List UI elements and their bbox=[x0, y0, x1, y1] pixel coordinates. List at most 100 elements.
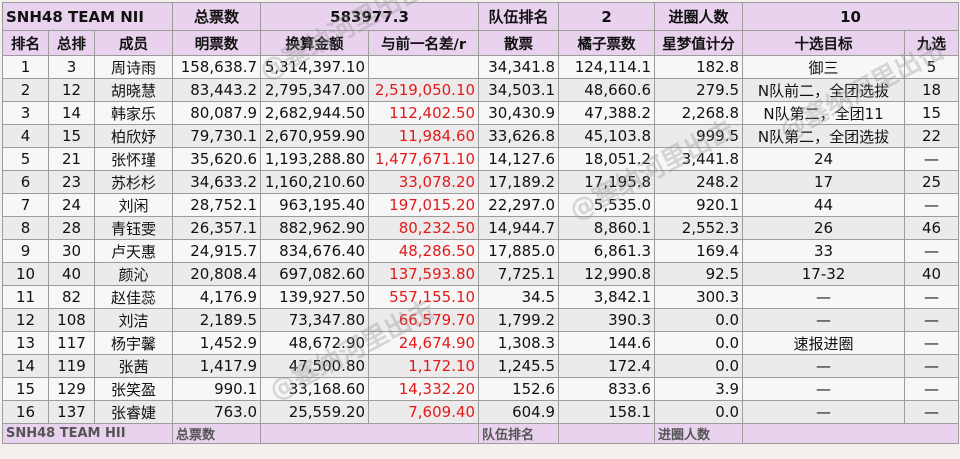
cell-converted-amount: 2,670,959.90 bbox=[260, 124, 370, 148]
cell-top-nine: 25 bbox=[904, 170, 960, 194]
cell-gap-to-previous: 2,519,050.10 bbox=[368, 78, 480, 102]
cell-overall-rank: 23 bbox=[48, 170, 95, 194]
cell-orange-votes: 6,861.3 bbox=[558, 239, 656, 263]
cell-star-value-score: 3.9 bbox=[654, 377, 744, 401]
cell-loose-votes: 17,189.2 bbox=[478, 170, 560, 194]
cell-orange-votes: 124,114.1 bbox=[558, 55, 656, 79]
cell-top-ten-target: — bbox=[742, 285, 906, 309]
cell-rank: 11 bbox=[2, 285, 49, 309]
cell-converted-amount: 47,500.80 bbox=[260, 354, 370, 378]
cell-star-value-score: 279.5 bbox=[654, 78, 744, 102]
col-header-overall-rank: 总排 bbox=[48, 30, 95, 56]
cell-open-votes: 35,620.6 bbox=[172, 147, 262, 171]
cell-star-value-score: 0.0 bbox=[654, 308, 744, 332]
col-header-loose-votes: 散票 bbox=[478, 30, 560, 56]
cell-orange-votes: 158.1 bbox=[558, 400, 656, 424]
cell-top-nine: — bbox=[904, 193, 960, 217]
cell-loose-votes: 1,308.3 bbox=[478, 331, 560, 355]
cell-top-nine: — bbox=[904, 377, 960, 401]
cell-top-ten-target: 17-32 bbox=[742, 262, 906, 286]
cell-top-nine: 46 bbox=[904, 216, 960, 240]
cell-star-value-score: 0.0 bbox=[654, 354, 744, 378]
cell-overall-rank: 28 bbox=[48, 216, 95, 240]
cell-member: 张怀瑾 bbox=[93, 147, 174, 171]
col-header-converted-amount: 换算金额 bbox=[260, 30, 370, 56]
team-name: SNH48 TEAM NII bbox=[1, 2, 174, 31]
cell-top-nine: 18 bbox=[904, 78, 960, 102]
cell-member: 赵佳蕊 bbox=[93, 285, 174, 309]
cell-star-value-score: 2,552.3 bbox=[654, 216, 744, 240]
cell-gap-to-previous: 1,172.10 bbox=[368, 354, 480, 378]
next-total-votes-label: 总票数 bbox=[172, 423, 262, 444]
cell-top-nine: — bbox=[904, 331, 960, 355]
cell-overall-rank: 40 bbox=[48, 262, 95, 286]
cell-orange-votes: 18,051.2 bbox=[558, 147, 656, 171]
cell-loose-votes: 34,503.1 bbox=[478, 78, 560, 102]
cell-open-votes: 28,752.1 bbox=[172, 193, 262, 217]
cell-converted-amount: 1,193,288.80 bbox=[260, 147, 370, 171]
cell-converted-amount: 73,347.80 bbox=[260, 308, 370, 332]
cell-top-nine: — bbox=[904, 354, 960, 378]
cell-open-votes: 80,087.9 bbox=[172, 101, 262, 125]
cell-top-ten-target: — bbox=[742, 308, 906, 332]
cell-member: 张睿婕 bbox=[93, 400, 174, 424]
cell-gap-to-previous: 33,078.20 bbox=[368, 170, 480, 194]
cell-member: 张笑盈 bbox=[93, 377, 174, 401]
cell-star-value-score: 182.8 bbox=[654, 55, 744, 79]
table-row: 11 82 赵佳蕊 4,176.9 139,927.50 557,155.10 34.5 3,… bbox=[2, 285, 960, 309]
cell-overall-rank: 3 bbox=[48, 55, 95, 79]
cell-overall-rank: 137 bbox=[48, 400, 95, 424]
table-row: 13 117 杨宇馨 1,452.9 48,672.90 24,674.90 1,308.3… bbox=[2, 331, 960, 355]
cell-loose-votes: 22,297.0 bbox=[478, 193, 560, 217]
cell-loose-votes: 34,341.8 bbox=[478, 55, 560, 79]
cell-open-votes: 1,417.9 bbox=[172, 354, 262, 378]
cell-converted-amount: 1,160,210.60 bbox=[260, 170, 370, 194]
cell-converted-amount: 882,962.90 bbox=[260, 216, 370, 240]
team-rank-value: 2 bbox=[558, 2, 656, 31]
cell-top-ten-target: 33 bbox=[742, 239, 906, 263]
cell-member: 柏欣妤 bbox=[93, 124, 174, 148]
cell-member: 卢天惠 bbox=[93, 239, 174, 263]
cell-star-value-score: 248.2 bbox=[654, 170, 744, 194]
cell-overall-rank: 15 bbox=[48, 124, 95, 148]
table-row: 7 24 刘闲 28,752.1 963,195.40 197,015.20 22,297.… bbox=[2, 193, 960, 217]
cell-loose-votes: 17,885.0 bbox=[478, 239, 560, 263]
team-rank-label: 队伍排名 bbox=[478, 2, 560, 31]
cell-open-votes: 26,357.1 bbox=[172, 216, 262, 240]
cell-gap-to-previous: 137,593.80 bbox=[368, 262, 480, 286]
cell-gap-to-previous: 66,579.70 bbox=[368, 308, 480, 332]
table-row: 3 14 韩家乐 80,087.9 2,682,944.50 112,402.50 30,4… bbox=[2, 101, 960, 125]
cell-converted-amount: 963,195.40 bbox=[260, 193, 370, 217]
cell-member: 杨宇馨 bbox=[93, 331, 174, 355]
col-header-orange-votes: 橘子票数 bbox=[558, 30, 656, 56]
cell-gap-to-previous: 1,477,671.10 bbox=[368, 147, 480, 171]
cell-rank: 15 bbox=[2, 377, 49, 401]
cell-top-ten-target: — bbox=[742, 400, 906, 424]
cell-star-value-score: 2,268.8 bbox=[654, 101, 744, 125]
cell-top-nine: 22 bbox=[904, 124, 960, 148]
cell-top-nine: 15 bbox=[904, 101, 960, 125]
cell-orange-votes: 17,195.8 bbox=[558, 170, 656, 194]
cell-top-nine: — bbox=[904, 239, 960, 263]
cell-gap-to-previous: 557,155.10 bbox=[368, 285, 480, 309]
total-votes-label: 总票数 bbox=[172, 2, 262, 31]
entered-count-label: 进圈人数 bbox=[654, 2, 744, 31]
cell-star-value-score: 3,441.8 bbox=[654, 147, 744, 171]
cell-rank: 6 bbox=[2, 170, 49, 194]
cell-overall-rank: 14 bbox=[48, 101, 95, 125]
cell-loose-votes: 34.5 bbox=[478, 285, 560, 309]
cell-open-votes: 79,730.1 bbox=[172, 124, 262, 148]
table-row: 10 40 颜沁 20,808.4 697,082.60 137,593.80 7,725.… bbox=[2, 262, 960, 286]
vote-table: SNH48 TEAM NII 总票数 583977.3 队伍排名 2 进圈人数 … bbox=[1, 2, 960, 444]
cell-member: 颜沁 bbox=[93, 262, 174, 286]
cell-gap-to-previous: 7,609.40 bbox=[368, 400, 480, 424]
cell-gap-to-previous: 197,015.20 bbox=[368, 193, 480, 217]
next-total-votes-value bbox=[260, 423, 480, 444]
cell-loose-votes: 33,626.8 bbox=[478, 124, 560, 148]
cell-rank: 16 bbox=[2, 400, 49, 424]
cell-rank: 13 bbox=[2, 331, 49, 355]
table-row: 16 137 张睿婕 763.0 25,559.20 7,609.40 604.9 158.1… bbox=[2, 400, 960, 424]
col-header-rank: 排名 bbox=[2, 30, 49, 56]
cell-star-value-score: 920.1 bbox=[654, 193, 744, 217]
table-row: 14 119 张茜 1,417.9 47,500.80 1,172.10 1,245.5 17… bbox=[2, 354, 960, 378]
